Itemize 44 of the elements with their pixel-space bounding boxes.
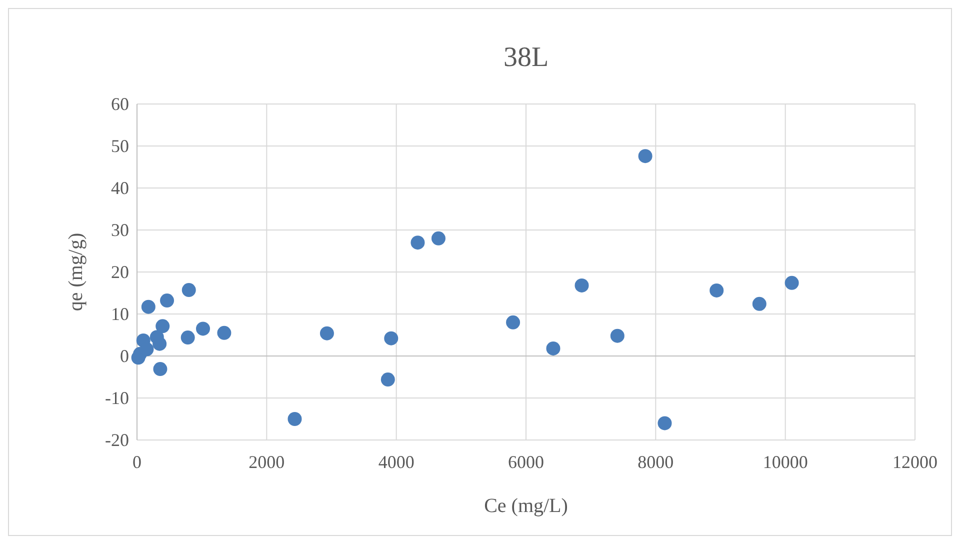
y-axis-title: qe (mg/g)	[65, 232, 87, 312]
y-tick-label: 40	[111, 178, 129, 198]
point	[610, 328, 624, 343]
point	[153, 362, 168, 376]
y-tick-label: 30	[111, 220, 129, 240]
y-tick-label: 20	[111, 262, 129, 282]
point	[141, 300, 156, 314]
point	[180, 330, 195, 345]
x-tick-label: 12000	[892, 452, 938, 472]
x-tick-label: 2000	[248, 452, 285, 472]
x-tick-label: 0	[132, 452, 142, 472]
y-tick-label: 0	[120, 346, 129, 366]
point	[784, 276, 799, 290]
point	[431, 231, 446, 246]
y-tick-label: -10	[105, 388, 129, 408]
point	[384, 331, 398, 346]
point	[160, 294, 174, 308]
x-tick-label: 8000	[638, 452, 674, 472]
point	[156, 319, 170, 334]
y-tick-label: 60	[111, 94, 129, 114]
point	[182, 283, 196, 298]
point	[320, 326, 334, 340]
y-tick-label: 10	[111, 304, 129, 324]
point	[506, 315, 520, 330]
y-tick-label: -20	[105, 430, 129, 450]
point	[658, 416, 672, 430]
point	[152, 336, 167, 351]
point	[288, 412, 302, 426]
point	[574, 278, 589, 292]
x-tick-label: 6000	[508, 452, 544, 472]
chart-title: 38L	[503, 42, 549, 73]
point	[710, 283, 724, 298]
x-tick-label: 10000	[762, 452, 808, 472]
point	[410, 236, 425, 250]
y-tick-label: 50	[111, 136, 129, 156]
point	[638, 149, 652, 164]
point	[196, 322, 210, 336]
point	[140, 342, 154, 356]
x-tick-label: 4000	[378, 452, 414, 472]
x-axis-title: Ce (mg/L)	[484, 495, 568, 517]
point	[217, 326, 232, 340]
point	[752, 296, 766, 311]
point	[546, 341, 560, 356]
point	[380, 372, 395, 387]
